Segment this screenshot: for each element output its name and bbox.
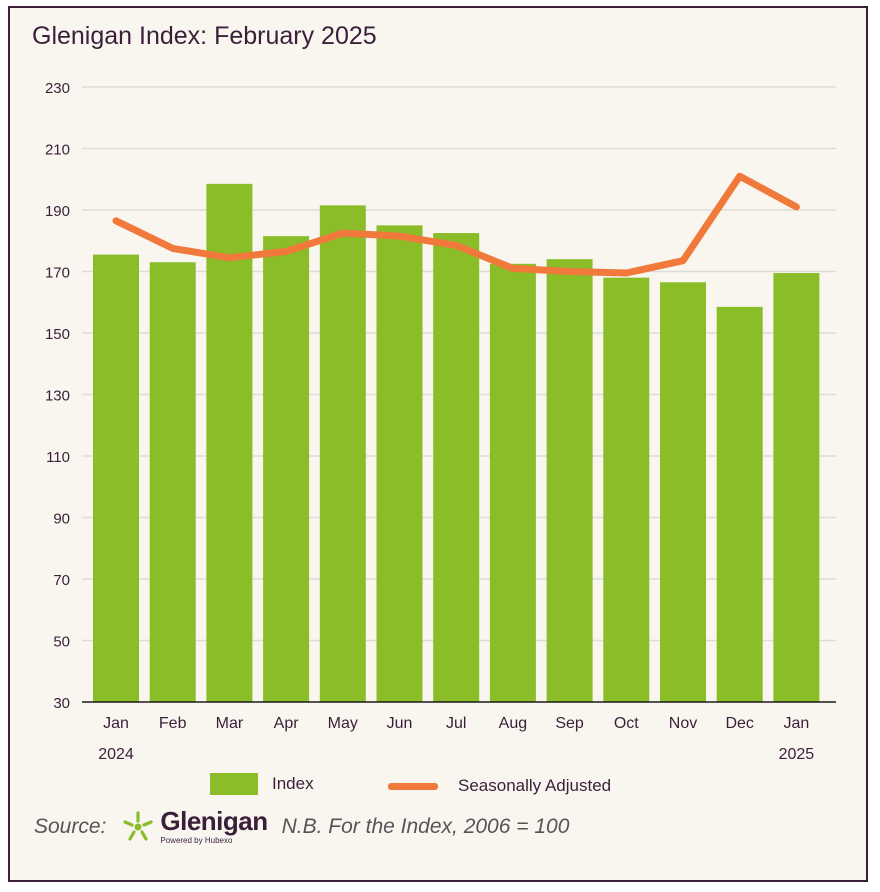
y-tick-label: 230: [45, 80, 70, 97]
y-tick-label: 170: [45, 265, 70, 282]
x-tick-label: May: [328, 715, 358, 732]
seasonally-adjusted-point: [172, 247, 174, 249]
chart-footer: Source: Glenigan Powered by Hubexo N.B. …: [34, 808, 569, 845]
logo-name: Glenigan: [160, 806, 268, 836]
index-bars: [93, 183, 820, 703]
x-tick-label: Apr: [274, 715, 300, 732]
y-tick-label: 70: [53, 572, 70, 589]
seasonally-adjusted-point: [739, 175, 741, 177]
chart-title: Glenigan Index: February 2025: [32, 22, 377, 50]
seasonally-adjusted-series: [112, 172, 800, 277]
bar-jul-6: [433, 233, 480, 702]
seasonally-adjusted-point: [682, 260, 684, 262]
x-tick-label: Feb: [159, 715, 187, 732]
logo-tagline: Powered by Hubexo: [160, 836, 233, 845]
seasonally-adjusted-point: [342, 232, 344, 234]
seasonally-adjusted-point: [115, 220, 117, 222]
y-tick-label: 210: [45, 142, 70, 159]
seasonally-adjusted-point: [455, 244, 457, 246]
legend-swatch-seasonally-adjusted: [388, 782, 438, 790]
bar-oct-9: [603, 277, 650, 702]
y-axis-tick-labels: 30 50 70 90 110 130 150 170 190 210 230: [45, 80, 70, 712]
bar-jan-12: [773, 273, 820, 702]
index-base-note: N.B. For the Index, 2006 = 100: [281, 814, 570, 838]
x-tick-label: Mar: [216, 715, 244, 732]
bar-sep-8: [546, 259, 593, 702]
x-tick-label: Nov: [669, 715, 697, 732]
y-tick-label: 190: [45, 203, 70, 220]
x-year-label: 2024: [98, 746, 134, 763]
seasonally-adjusted-point: [285, 251, 287, 253]
bar-jun-5: [376, 225, 423, 702]
x-tick-label: Aug: [499, 715, 527, 732]
star-burst-icon: [123, 810, 153, 841]
x-axis-tick-labels: Jan Feb Mar Apr May Jun Jul Aug Sep Oct Nov Dec Jan 2…: [98, 715, 814, 763]
bar-jan-0: [93, 254, 139, 702]
x-tick-label: Jan: [103, 715, 129, 732]
y-tick-label: 130: [45, 388, 70, 405]
y-tick-label: 50: [53, 634, 70, 651]
x-tick-label: Jul: [446, 715, 466, 732]
y-tick-label: 150: [45, 326, 70, 343]
legend-label-index: Index: [272, 774, 314, 793]
legend-seasonally-adjusted: Seasonally Adjusted: [388, 776, 611, 796]
bar-may-4: [319, 205, 366, 702]
seasonally-adjusted-point: [399, 235, 400, 237]
bar-apr-3: [263, 236, 310, 702]
x-year-label: 2025: [779, 746, 815, 763]
y-tick-label: 90: [53, 511, 70, 528]
x-tick-label: Sep: [555, 715, 584, 732]
seasonally-adjusted-point: [569, 271, 571, 272]
y-tick-label: 110: [46, 449, 70, 466]
seasonally-adjusted-point: [795, 206, 797, 208]
bar-aug-7: [489, 263, 536, 702]
glenigan-logo: Glenigan Powered by Hubexo: [120, 806, 268, 845]
source-label: Source:: [34, 814, 107, 838]
legend-label-seasonally-adjusted: Seasonally Adjusted: [458, 776, 612, 795]
bar-feb-1: [149, 262, 196, 702]
x-tick-label: Dec: [725, 715, 753, 732]
bar-dec-11: [716, 306, 763, 702]
x-tick-label: Jan: [784, 715, 810, 732]
seasonally-adjusted-point: [512, 267, 514, 269]
bar-nov-10: [660, 282, 706, 702]
seasonally-adjusted-point: [625, 272, 627, 274]
legend-swatch-index: [210, 773, 258, 795]
seasonally-adjusted-point: [228, 257, 230, 259]
x-tick-label: Oct: [614, 715, 639, 732]
x-tick-label: Jun: [387, 715, 413, 732]
y-tick-label: 30: [53, 695, 70, 712]
bar-mar-2: [206, 183, 253, 703]
legend-index: Index: [210, 773, 314, 795]
